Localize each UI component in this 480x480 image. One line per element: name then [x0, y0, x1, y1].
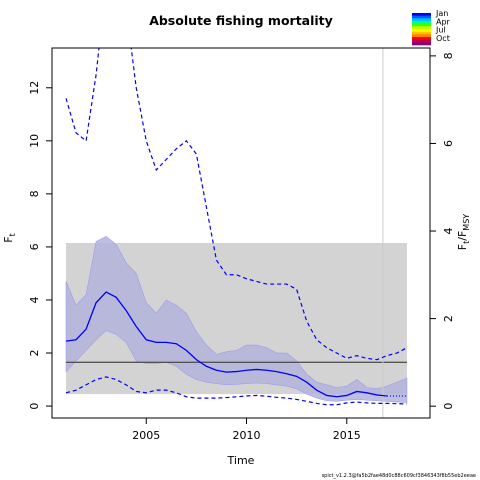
y2-tick-label: 4 — [442, 228, 455, 235]
legend-swatch — [412, 34, 431, 38]
legend-label: Jul — [435, 26, 446, 35]
legend-swatch — [412, 21, 431, 24]
y2-label-sub2: MSY — [462, 214, 471, 231]
plot-area — [65, 48, 408, 418]
y2-label-sub: t — [462, 241, 471, 244]
plot-frame — [51, 47, 431, 419]
legend-label: Jan — [435, 9, 448, 18]
y-tick-label: 8 — [28, 190, 41, 197]
legend-swatch — [412, 29, 431, 32]
y2-axis-label: Ft/FMSY — [456, 214, 471, 250]
y-label-sub: t — [8, 233, 17, 236]
y2-label-main: F — [456, 244, 469, 250]
chart-title: Absolute fishing mortality — [149, 13, 333, 28]
x-axis-label: Time — [227, 454, 255, 467]
y2-label-mid: /F — [456, 231, 469, 241]
ci-band — [65, 235, 408, 403]
dashed-upper — [65, 48, 408, 361]
x-tick-label: 2015 — [333, 429, 361, 442]
y-tick-label: 10 — [28, 134, 41, 148]
legend-swatch — [412, 37, 431, 40]
legend-swatch — [412, 31, 431, 35]
y2-tick-label: 0 — [442, 403, 455, 410]
legend-swatch — [412, 13, 431, 16]
legend-swatch — [412, 18, 431, 22]
y2-tick-label: 6 — [442, 140, 455, 147]
legend-swatch — [412, 42, 431, 46]
y2-tick-label: 2 — [442, 315, 455, 322]
legend-swatch — [412, 39, 431, 43]
y-tick-label: 6 — [28, 243, 41, 250]
y-tick-label: 0 — [28, 403, 41, 410]
legend-swatch — [412, 26, 431, 30]
y2-tick-label: 8 — [442, 52, 455, 59]
footer: spict_v1.2.3@fa5b2fae48d0c88c609cf384634… — [322, 473, 476, 479]
x-tick-label: 2005 — [132, 429, 160, 442]
y-tick-label: 2 — [28, 350, 41, 357]
y-tick-label: 12 — [28, 81, 41, 95]
legend-label: Oct — [436, 34, 450, 43]
y-label-main: F — [2, 236, 15, 242]
estimate-line — [65, 291, 387, 398]
legend-swatch — [412, 15, 431, 19]
x-tick-label: 2010 — [233, 429, 261, 442]
y-axis-label: Ft — [2, 233, 17, 242]
y-tick-label: 4 — [28, 296, 41, 303]
legend-swatch — [412, 23, 431, 27]
legend-label: Apr — [436, 17, 451, 26]
